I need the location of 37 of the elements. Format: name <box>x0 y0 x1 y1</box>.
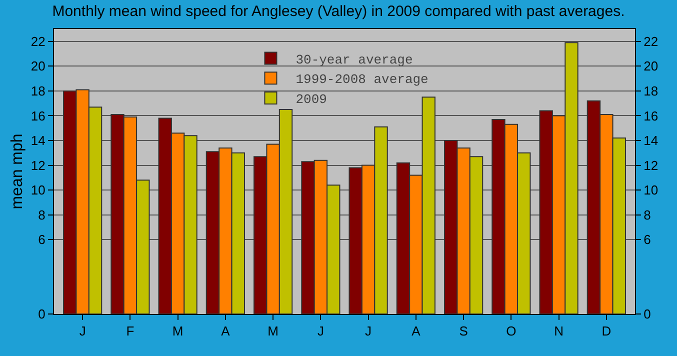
x-tick-label: D <box>602 324 612 339</box>
legend-label: 30-year average <box>296 52 413 68</box>
y2-tick-label: 6 <box>644 232 651 248</box>
x-tick-label: A <box>412 324 421 339</box>
x-tick-label: S <box>459 324 468 339</box>
y2-tick-label: 12 <box>644 158 658 173</box>
y-tick-label: 12 <box>30 158 46 173</box>
y-axis-title: mean mph <box>8 134 26 210</box>
x-tick-label: J <box>79 324 86 339</box>
chart-title: Monthly mean wind speed for Anglesey (Valley) in 2009 compared with past averages. <box>52 2 625 20</box>
x-tick-label: O <box>506 324 516 339</box>
x-tick-label: M <box>172 324 184 339</box>
legend-label: 1999-2008 average <box>296 72 428 88</box>
y-tick-label: 22 <box>30 34 46 49</box>
y2-tick-label: 22 <box>644 34 658 49</box>
y2-tick-label: 10 <box>644 182 658 198</box>
y-tick-label: 0 <box>38 306 46 322</box>
y2-tick-label: 0 <box>644 306 651 322</box>
x-tick-label: N <box>554 324 564 339</box>
x-tick-label: J <box>365 324 372 339</box>
y-tick-label: 6 <box>38 232 46 248</box>
y-tick-label: 10 <box>30 182 46 198</box>
y2-tick-label: 18 <box>644 84 658 99</box>
y2-tick-label: 14 <box>644 133 658 148</box>
x-tick-label: A <box>221 324 230 339</box>
y2-tick-label: 20 <box>644 58 658 74</box>
legend-label: 2009 <box>296 92 327 108</box>
y2-tick-label: 16 <box>644 108 658 124</box>
x-tick-label: J <box>317 324 324 339</box>
y-tick-label: 14 <box>30 133 46 148</box>
y-tick-label: 18 <box>30 84 46 99</box>
x-tick-label: M <box>268 324 278 339</box>
x-tick-label: F <box>126 324 134 339</box>
y-tick-label: 20 <box>30 58 46 74</box>
y-tick-label: 16 <box>30 108 46 124</box>
y-tick-label: 8 <box>38 207 46 222</box>
y2-tick-label: 8 <box>644 207 651 222</box>
